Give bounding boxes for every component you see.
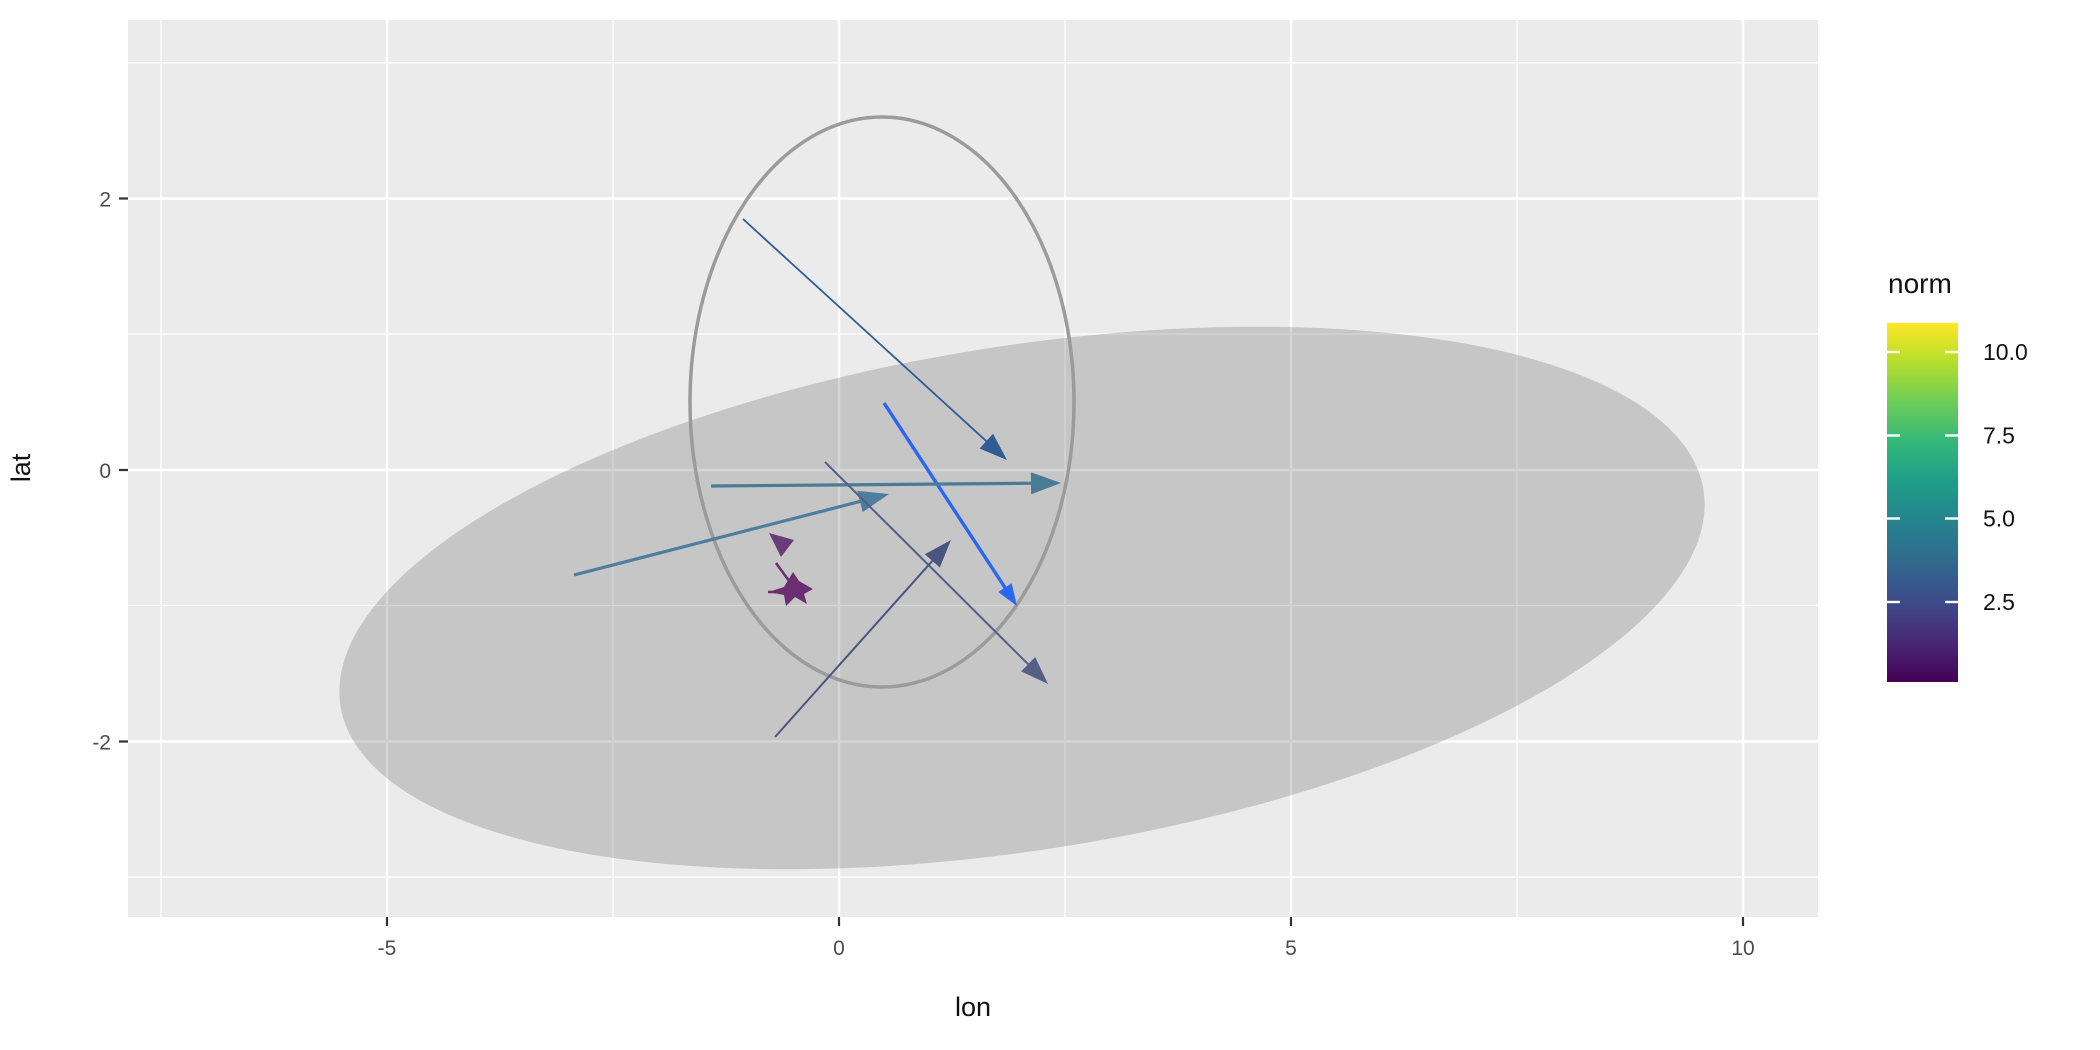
arrow-5-head [1021, 657, 1048, 684]
grid-lines [128, 20, 1818, 917]
x-tick-label: 0 [833, 937, 845, 960]
x-tick-label: 5 [1285, 937, 1297, 960]
x-tick-label: 10 [1731, 937, 1754, 960]
legend-title: norm [1888, 268, 1952, 299]
arrow-4-head [857, 490, 889, 513]
data-marks [339, 115, 1705, 870]
y-axis-title: lat [6, 453, 36, 482]
legend-tick-label: 7.5 [1983, 423, 2015, 449]
axis-ticks-and-labels: -5 0 5 10 2 0 -2 [92, 189, 1754, 961]
legend-tick-label: 10.0 [1983, 339, 2028, 365]
small-arrowhead [769, 533, 794, 557]
y-tick-label: -2 [92, 732, 111, 755]
y-tick-label: 2 [99, 189, 111, 212]
x-axis-title: lon [955, 992, 991, 1022]
plot-panel [128, 20, 1818, 917]
arrow-3-head [1030, 472, 1061, 495]
arrow-2-head [998, 583, 1017, 606]
legend-tick-marks [1887, 350, 1958, 604]
arrow-6-head [924, 540, 951, 568]
legend-tick-label: 2.5 [1983, 589, 2015, 615]
outlined-circle-radius-2 [688, 115, 1076, 689]
arrow-3-shaft [710, 481, 1038, 488]
x-tick-label: -5 [378, 937, 397, 960]
arrow-2-shaft [882, 402, 1010, 594]
star-burst [768, 572, 813, 606]
legend: norm 10.0 7.5 5.0 2.5 [1887, 268, 2028, 682]
legend-colorbar [1887, 323, 1958, 682]
arrow-1-head [979, 433, 1007, 460]
arrow-1-shaft [742, 218, 992, 446]
arrow-6-shaft [774, 555, 938, 738]
y-tick-label: 0 [99, 460, 111, 483]
legend-tick-labels: 10.0 7.5 5.0 2.5 [1983, 339, 2028, 615]
legend-tick-label: 5.0 [1983, 506, 2015, 532]
arrow-4-shaft [573, 498, 867, 577]
